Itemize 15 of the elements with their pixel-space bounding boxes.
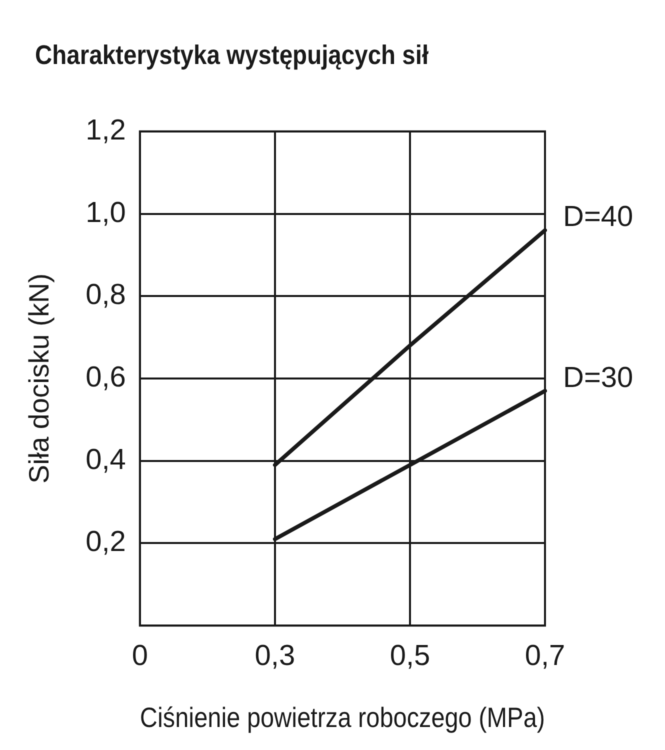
x-tick-label: 0 bbox=[132, 640, 148, 672]
y-tick-label: 1,2 bbox=[86, 114, 126, 146]
y-tick-label: 0,8 bbox=[86, 279, 126, 312]
y-axis-title: Siła docisku (kN) bbox=[24, 273, 55, 484]
y-tick-label: 0,2 bbox=[86, 526, 126, 558]
y-tick-label: 0,6 bbox=[86, 362, 126, 394]
y-tick-label: 0,4 bbox=[86, 444, 126, 476]
x-axis-title: Ciśnienie powietrza roboczego (MPa) bbox=[140, 701, 545, 734]
x-tick-label: 0,3 bbox=[254, 640, 296, 672]
chart-title: Charakterystyka występujących sił bbox=[35, 40, 429, 71]
x-tick-label: 0,7 bbox=[524, 640, 566, 672]
series-label: D=40 bbox=[563, 201, 634, 234]
series-label: D=30 bbox=[563, 362, 634, 394]
y-tick-label: 1,0 bbox=[86, 196, 126, 229]
x-tick-label: 0,5 bbox=[390, 640, 430, 672]
